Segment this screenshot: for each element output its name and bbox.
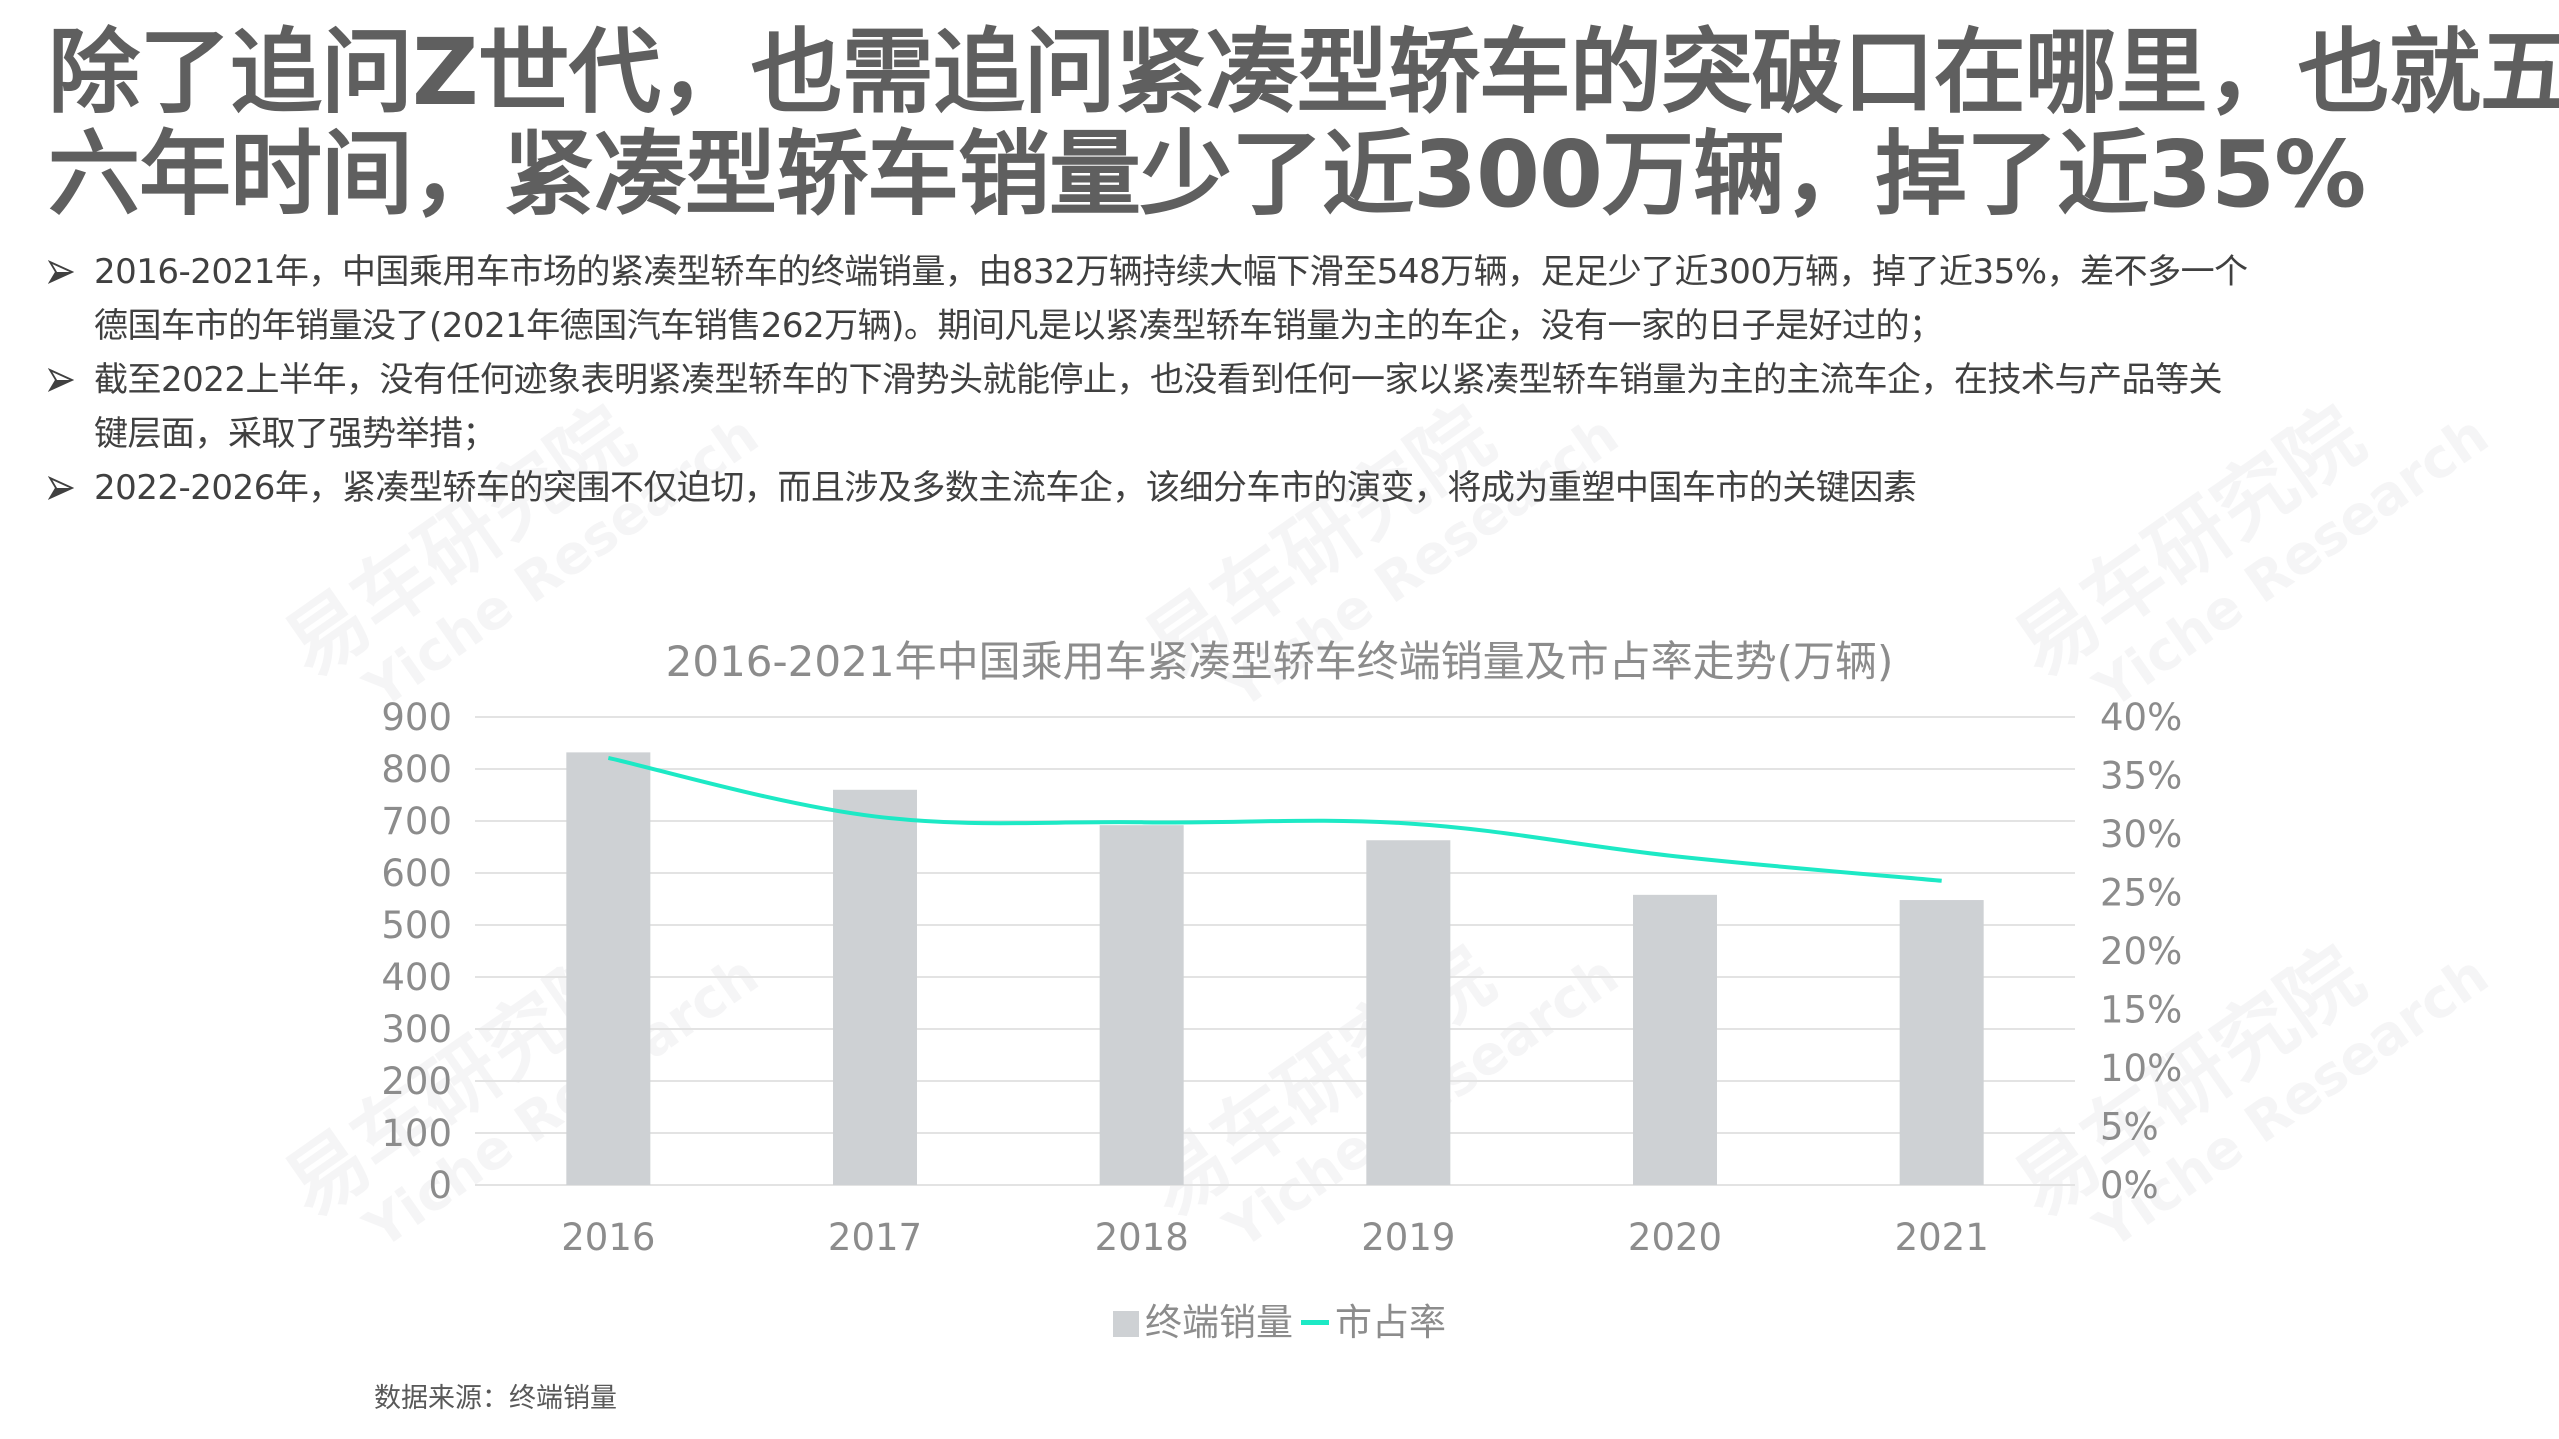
x-tick-label: 2017 xyxy=(828,1216,922,1259)
left-axis: 0 100 200 300 400 500 600 700 800 900 xyxy=(381,696,452,1207)
page-title-line-2: 六年时间，紧凑型轿车销量少了近300万辆，掉了近35% xyxy=(48,121,2366,228)
legend-bar-label: 终端销量 xyxy=(1145,1301,1293,1344)
bar-2019 xyxy=(1366,840,1451,1185)
bullet-line: 德国车市的年销量没了(2021年德国汽车销售262万辆)。期间凡是以紧凑型轿车销… xyxy=(94,306,1943,346)
x-tick-label: 2016 xyxy=(561,1216,655,1259)
arrow-bullet-icon xyxy=(48,476,74,500)
bullet-line: 2016-2021年，中国乘用车市场的紧凑型轿车的终端销量，由832万辆持续大幅… xyxy=(94,252,2248,292)
arrow-bullet-icon xyxy=(48,368,74,392)
right-tick-label: 0% xyxy=(2100,1164,2159,1207)
bar-2018 xyxy=(1099,825,1184,1185)
chart-title: 2016-2021年中国乘用车紧凑型轿车终端销量及市占率走势(万辆) xyxy=(665,637,1894,686)
arrow-bullet-icon xyxy=(48,260,74,284)
bar-2016 xyxy=(566,752,651,1185)
bullet-line: 2022-2026年，紧凑型轿车的突围不仅迫切，而且涉及多数主流车企，该细分车市… xyxy=(94,468,1917,508)
right-tick-label: 40% xyxy=(2100,696,2182,739)
bullet-line: 键层面，采取了强势举措； xyxy=(94,414,497,454)
bar-2021 xyxy=(1899,900,1984,1185)
x-tick-label: 2018 xyxy=(1095,1216,1189,1259)
left-tick-label: 900 xyxy=(381,696,452,739)
right-tick-label: 25% xyxy=(2100,872,2182,915)
right-tick-label: 35% xyxy=(2100,755,2182,798)
page-title-line-1: 除了追问Z世代，也需追问紧凑型轿车的突破口在哪里，也就五 xyxy=(48,19,2559,126)
x-tick-label: 2020 xyxy=(1628,1216,1722,1259)
legend-bar-swatch-icon xyxy=(1113,1311,1139,1337)
left-tick-label: 500 xyxy=(381,904,452,947)
bar-2020 xyxy=(1633,894,1717,1185)
bullet-item: 2022-2026年，紧凑型轿车的突围不仅迫切，而且涉及多数主流车企，该细分车市… xyxy=(48,461,2518,515)
x-axis: 2016 2017 2018 2019 2020 2021 xyxy=(561,1216,1989,1259)
bullet-list: 2016-2021年，中国乘用车市场的紧凑型轿车的终端销量，由832万辆持续大幅… xyxy=(48,245,2518,515)
right-tick-label: 20% xyxy=(2100,930,2182,973)
left-tick-label: 100 xyxy=(381,1112,452,1155)
left-tick-label: 800 xyxy=(381,748,452,791)
left-tick-label: 200 xyxy=(381,1060,452,1103)
left-tick-label: 300 xyxy=(381,1008,452,1051)
legend-line-label: 市占率 xyxy=(1335,1301,1446,1344)
chart-legend: 终端销量 市占率 xyxy=(0,1292,2559,1346)
left-tick-label: 600 xyxy=(381,852,452,895)
bar-series xyxy=(566,752,1984,1185)
left-tick-label: 700 xyxy=(381,800,452,843)
bullet-item: 截至2022上半年，没有任何迹象表明紧凑型轿车的下滑势头就能停止，也没看到任何一… xyxy=(48,353,2518,461)
left-tick-label: 0 xyxy=(428,1164,452,1207)
right-tick-label: 10% xyxy=(2100,1047,2182,1090)
market-share-line xyxy=(607,755,1942,883)
right-tick-label: 30% xyxy=(2100,813,2182,856)
left-tick-label: 400 xyxy=(381,956,452,999)
bullet-item: 2016-2021年，中国乘用车市场的紧凑型轿车的终端销量，由832万辆持续大幅… xyxy=(48,245,2518,353)
gridlines xyxy=(475,716,2075,1186)
page-title: 除了追问Z世代，也需追问紧凑型轿车的突破口在哪里，也就五 六年时间，紧凑型轿车销… xyxy=(48,19,2559,228)
x-tick-label: 2021 xyxy=(1895,1216,1989,1259)
bullet-line: 截至2022上半年，没有任何迹象表明紧凑型轿车的下滑势头就能停止，也没看到任何一… xyxy=(94,360,2223,400)
legend-line-swatch-icon xyxy=(1301,1320,1329,1325)
right-axis: 0% 5% 10% 15% 20% 25% 30% 35% 40% xyxy=(2100,696,2182,1207)
bar-2017 xyxy=(833,789,917,1185)
x-tick-label: 2019 xyxy=(1361,1216,1455,1259)
right-tick-label: 5% xyxy=(2100,1106,2159,1149)
right-tick-label: 15% xyxy=(2100,989,2182,1032)
data-source-note: 数据来源：终端销量 xyxy=(374,1383,617,1414)
